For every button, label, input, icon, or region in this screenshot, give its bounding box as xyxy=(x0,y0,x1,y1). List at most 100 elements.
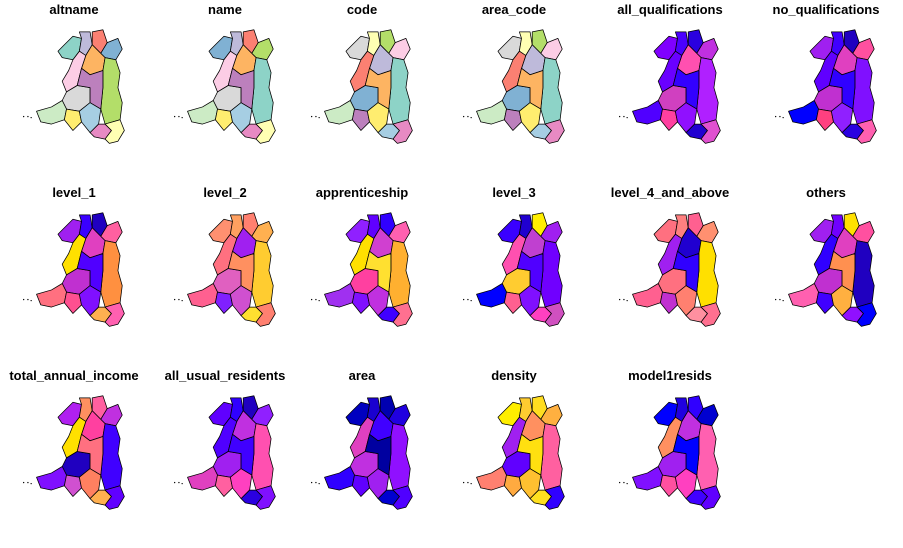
map-region xyxy=(63,108,82,131)
island-marker xyxy=(779,298,781,301)
island-marker xyxy=(775,115,777,118)
map-panel-title: area_code xyxy=(481,2,547,17)
map-panel: apprenticeship xyxy=(287,183,437,365)
map-panel-title: altname xyxy=(49,2,99,17)
map-region xyxy=(214,291,233,314)
island-marker xyxy=(174,298,176,301)
map-region xyxy=(388,240,411,308)
map-panel-title: name xyxy=(208,2,242,17)
map-panel-title: model1resids xyxy=(628,368,712,383)
island-marker xyxy=(23,115,25,118)
map-panel: level_1 xyxy=(0,183,149,365)
map-region xyxy=(392,302,413,327)
island-marker xyxy=(318,300,320,302)
island-marker xyxy=(626,117,628,119)
map-region xyxy=(324,283,355,308)
map-panel: code xyxy=(287,0,437,182)
wales-choropleth-map xyxy=(619,395,721,510)
island-marker xyxy=(181,483,183,485)
map-region xyxy=(388,423,411,491)
wales-choropleth-map xyxy=(463,395,565,510)
map-region xyxy=(788,283,819,308)
island-marker xyxy=(27,115,29,118)
island-marker xyxy=(178,481,180,484)
wales-choropleth-map xyxy=(23,212,125,327)
island-marker xyxy=(470,117,472,119)
wales-choropleth-map xyxy=(775,29,877,144)
wales-choropleth-map xyxy=(23,395,125,510)
island-marker xyxy=(178,298,180,301)
map-region xyxy=(700,485,721,510)
map-region xyxy=(36,466,67,491)
map-panel-title: total_annual_income xyxy=(9,368,139,383)
map-region xyxy=(63,291,82,314)
map-region xyxy=(187,283,218,308)
map-region xyxy=(544,302,565,327)
map-panel-title: others xyxy=(806,185,846,200)
map-region xyxy=(856,302,877,327)
map-panel: all_qualifications xyxy=(595,0,745,182)
island-marker xyxy=(181,300,183,302)
island-marker xyxy=(467,115,469,118)
island-marker xyxy=(782,117,784,119)
map-region xyxy=(852,57,875,125)
map-region xyxy=(36,283,67,308)
island-marker xyxy=(626,300,628,302)
map-panel: level_4_and_above xyxy=(595,183,745,365)
wales-choropleth-map xyxy=(463,212,565,327)
map-region xyxy=(788,100,819,125)
island-marker xyxy=(30,483,32,485)
island-marker xyxy=(181,117,183,119)
map-region xyxy=(351,108,370,131)
map-panel-title: level_2 xyxy=(203,185,247,200)
map-region xyxy=(659,474,678,497)
wales-choropleth-map xyxy=(463,29,565,144)
island-marker xyxy=(27,298,29,301)
map-panel-title: level_4_and_above xyxy=(610,185,730,200)
map-region xyxy=(392,119,413,144)
map-region xyxy=(696,423,719,491)
map-region xyxy=(476,283,507,308)
map-region xyxy=(100,240,123,308)
map-region xyxy=(852,240,875,308)
island-marker xyxy=(779,115,781,118)
map-region xyxy=(544,485,565,510)
island-marker xyxy=(311,298,313,301)
map-panel-title: code xyxy=(346,2,378,17)
map-region xyxy=(251,240,274,308)
map-region xyxy=(251,57,274,125)
map-region xyxy=(388,57,411,125)
wales-choropleth-map xyxy=(23,29,125,144)
island-marker xyxy=(30,300,32,302)
map-panel-title: apprenticeship xyxy=(315,185,409,200)
island-marker xyxy=(174,481,176,484)
map-region xyxy=(815,291,834,314)
map-region xyxy=(351,291,370,314)
map-region xyxy=(856,119,877,144)
map-region xyxy=(104,119,125,144)
wales-choropleth-map xyxy=(174,395,276,510)
map-region xyxy=(632,466,663,491)
map-region xyxy=(324,100,355,125)
map-panel: density xyxy=(439,366,589,548)
map-region xyxy=(392,485,413,510)
map-region xyxy=(696,57,719,125)
island-marker xyxy=(178,115,180,118)
island-marker xyxy=(775,298,777,301)
map-panel: altname xyxy=(0,0,149,182)
island-marker xyxy=(315,115,317,118)
island-marker xyxy=(619,115,621,118)
island-marker xyxy=(315,298,317,301)
map-panel: total_annual_income xyxy=(0,366,149,548)
wales-choropleth-map xyxy=(619,29,721,144)
map-region xyxy=(351,474,370,497)
map-region xyxy=(187,466,218,491)
map-region xyxy=(659,108,678,131)
map-region xyxy=(100,57,123,125)
map-region xyxy=(700,302,721,327)
island-marker xyxy=(623,298,625,301)
map-panel-title: density xyxy=(491,368,537,383)
map-panel: name xyxy=(150,0,300,182)
island-marker xyxy=(467,481,469,484)
